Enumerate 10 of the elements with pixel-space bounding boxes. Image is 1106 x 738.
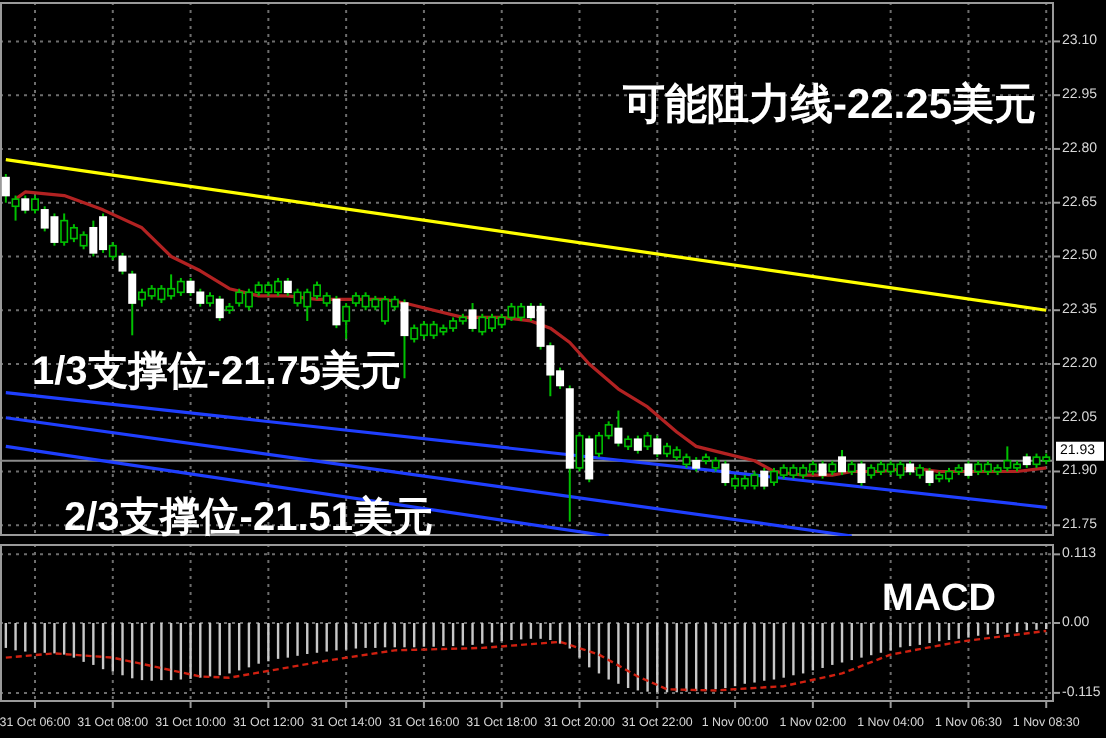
- candlestick: [575, 431, 584, 473]
- annotation: MACD: [882, 578, 996, 620]
- line-series: [13, 190, 1048, 477]
- candlestick: [11, 194, 20, 222]
- annotation: 可能阻力线-22.25美元: [620, 80, 1036, 128]
- candlestick: [1, 173, 10, 204]
- annotation: 2/3支撑位-21.51美元: [64, 494, 434, 540]
- candlestick: [342, 302, 351, 340]
- line-series: [4, 629, 1048, 692]
- annotation: 1/3支撑位-21.75美元: [32, 348, 402, 394]
